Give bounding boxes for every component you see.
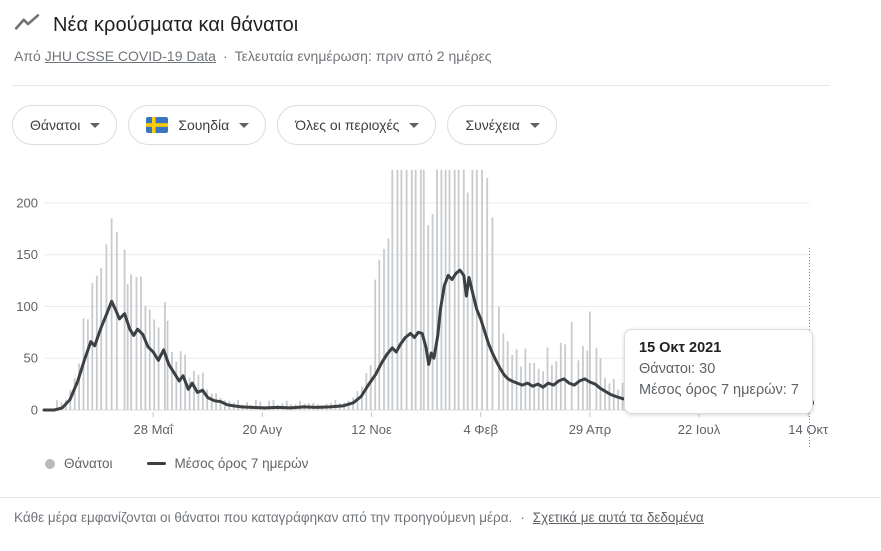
range-dropdown-label: Συνέχεια — [465, 117, 520, 133]
source-link[interactable]: JHU CSSE COVID-19 Data — [44, 48, 216, 64]
chevron-down-icon — [409, 122, 420, 128]
svg-text:29 Απρ: 29 Απρ — [569, 422, 611, 437]
dot-separator: · — [222, 48, 228, 64]
svg-text:22 Ιουλ: 22 Ιουλ — [678, 422, 721, 437]
source-prefix: Από — [14, 48, 41, 64]
svg-text:50: 50 — [24, 351, 38, 366]
chart-canvas[interactable]: 0 50 100 150 200 28 Μαΐ 20 Αυγ 12 Νοε 4 Φεβ 29 Απ… — [0, 158, 881, 450]
tooltip-average-value: Μέσος όρος 7 ημερών: 7 — [639, 382, 799, 399]
svg-text:200: 200 — [16, 195, 38, 210]
region-dropdown[interactable]: Όλες οι περιοχές — [277, 105, 437, 145]
chevron-down-icon — [239, 122, 250, 128]
country-dropdown[interactable]: Σουηδία — [128, 105, 267, 145]
svg-text:20 Αυγ: 20 Αυγ — [242, 422, 282, 437]
chart-tooltip: 15 Οκτ 2021 Θάνατοι: 30 Μέσος όρος 7 ημε… — [624, 329, 813, 414]
tooltip-deaths-value: Θάνατοι: 30 — [639, 361, 716, 377]
filter-bar: Θάνατοι Σουηδία Όλες οι περιοχές Συνέχει… — [12, 105, 557, 145]
region-dropdown-label: Όλες οι περιοχές — [295, 117, 400, 133]
footer-note: Κάθε μέρα εμφανίζονται οι θάνατοι που κα… — [14, 510, 513, 525]
metric-dropdown[interactable]: Θάνατοι — [12, 105, 118, 145]
tooltip-date: 15 Οκτ 2021 — [639, 340, 722, 356]
svg-text:0: 0 — [31, 403, 38, 418]
sweden-flag-icon — [146, 117, 169, 133]
chevron-down-icon — [529, 122, 540, 128]
about-data-link[interactable]: Σχετικά με αυτά τα δεδομένα — [532, 510, 704, 525]
chevron-down-icon — [90, 122, 101, 128]
legend-deaths-label: Θάνατοι — [64, 456, 113, 471]
country-dropdown-label: Σουηδία — [178, 117, 230, 133]
svg-text:150: 150 — [16, 247, 38, 262]
svg-text:14 Οκτ: 14 Οκτ — [788, 422, 829, 437]
header-divider — [12, 85, 830, 86]
header: Νέα κρούσματα και θάνατοι — [14, 10, 298, 41]
footer: Κάθε μέρα εμφανίζονται οι θάνατοι που κα… — [14, 510, 704, 525]
source-line: Από JHU CSSE COVID-19 Data · Τελευταία ε… — [14, 48, 492, 64]
range-dropdown[interactable]: Συνέχεια — [447, 105, 557, 145]
last-updated-text: Τελευταία ενημέρωση: πριν από 2 ημέρες — [234, 48, 492, 64]
legend-item-deaths: Θάνατοι — [45, 456, 113, 471]
page-title: Νέα κρούσματα και θάνατοι — [53, 14, 299, 36]
metric-dropdown-label: Θάνατοι — [30, 117, 81, 133]
legend-line-swatch — [146, 461, 166, 466]
chart-legend: Θάνατοι Μέσος όρος 7 ημερών — [45, 456, 308, 471]
svg-text:28 Μαΐ: 28 Μαΐ — [134, 422, 174, 437]
svg-text:4 Φεβ: 4 Φεβ — [463, 422, 498, 437]
dot-separator: · — [520, 510, 525, 525]
footer-divider — [0, 497, 881, 498]
legend-item-average: Μέσος όρος 7 ημερών — [146, 456, 309, 471]
legend-dot-swatch — [45, 458, 55, 469]
trending-line-icon — [14, 10, 40, 41]
chart-area: 0 50 100 150 200 28 Μαΐ 20 Αυγ 12 Νοε 4 Φεβ 29 Απ… — [0, 158, 881, 450]
svg-text:100: 100 — [16, 299, 38, 314]
legend-average-label: Μέσος όρος 7 ημερών — [174, 456, 309, 471]
svg-text:12 Νοε: 12 Νοε — [351, 422, 392, 437]
